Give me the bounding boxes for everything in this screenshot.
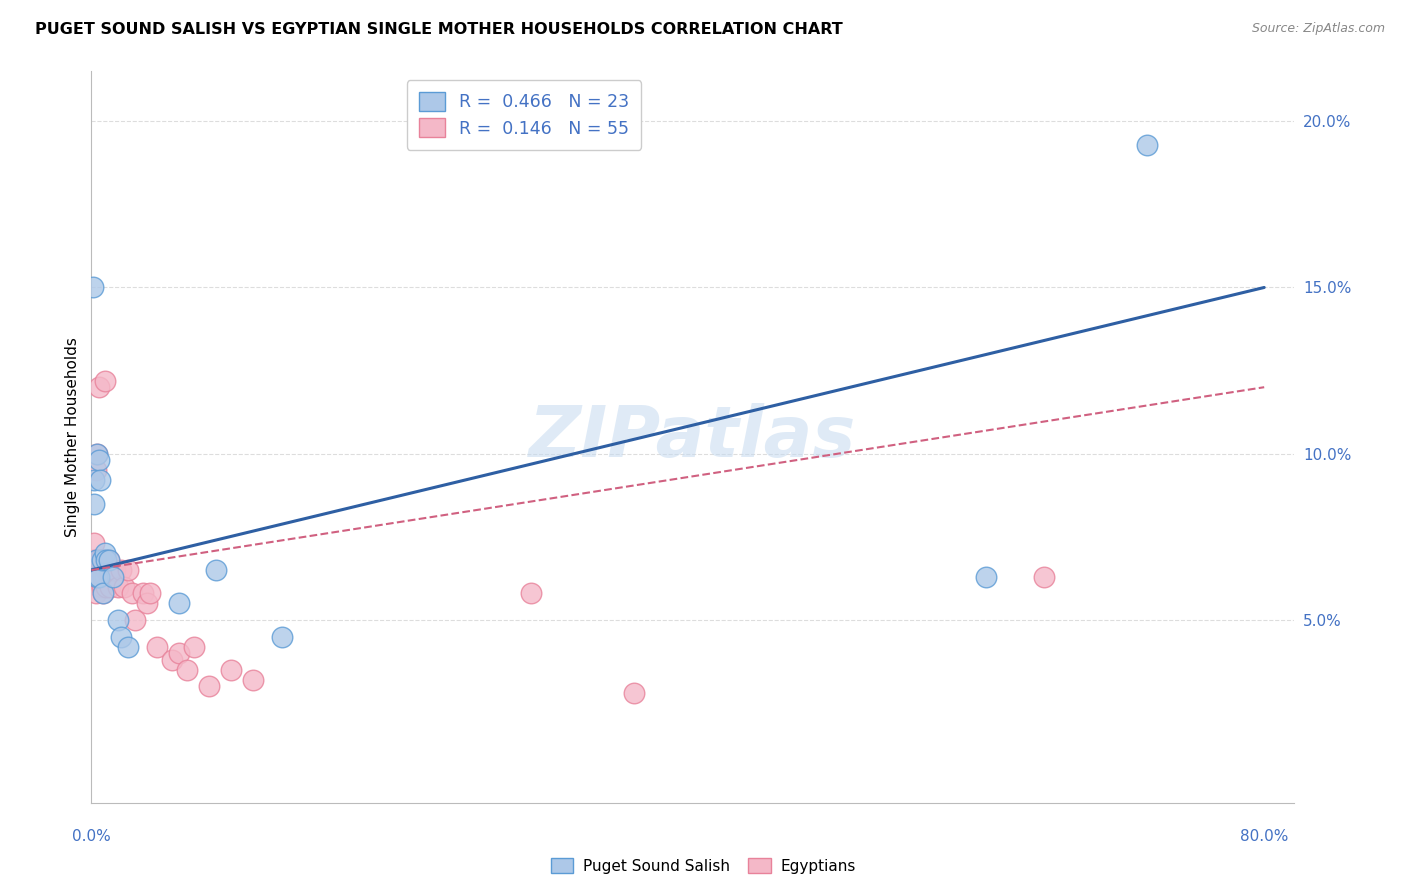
Point (84, 553, 107, 567)
Point (110, 563, 132, 577)
Point (103, 570, 125, 584)
Point (110, 630, 132, 644)
Point (84, 463, 107, 477)
Point (107, 613, 129, 627)
Point (86, 563, 108, 577)
Point (83, 570, 105, 584)
Legend: R =  0.466   N = 23, R =  0.146   N = 55: R = 0.466 N = 23, R = 0.146 N = 55 (406, 80, 641, 150)
Point (86, 570, 108, 584)
Point (1136, 137, 1159, 152)
Point (94, 563, 117, 577)
Point (90, 580, 112, 594)
Point (84, 563, 107, 577)
Text: PUGET SOUND SALISH VS EGYPTIAN SINGLE MOTHER HOUSEHOLDS CORRELATION CHART: PUGET SOUND SALISH VS EGYPTIAN SINGLE MO… (35, 22, 844, 37)
Point (197, 680, 219, 694)
Point (86, 447, 108, 461)
Point (86, 553, 108, 567)
Point (136, 596, 159, 610)
Point (93, 546, 115, 560)
Point (82, 570, 104, 584)
Point (83, 536, 105, 550)
Text: 0.0%: 0.0% (72, 830, 111, 845)
Point (107, 580, 129, 594)
Point (94, 553, 117, 567)
Point (520, 586, 543, 600)
Point (623, 686, 645, 700)
Text: 80.0%: 80.0% (1240, 830, 1288, 845)
Point (104, 563, 127, 577)
Point (93, 570, 115, 584)
Point (86, 570, 108, 584)
Point (91, 570, 114, 584)
Point (98, 553, 121, 567)
Point (96, 563, 118, 577)
Point (117, 640, 139, 654)
Point (87, 380, 110, 394)
Point (82, 553, 104, 567)
Point (146, 640, 169, 654)
Point (117, 563, 139, 577)
Point (100, 580, 122, 594)
Point (87, 453, 110, 467)
Point (83, 553, 105, 567)
Point (87, 553, 110, 567)
Point (91, 586, 114, 600)
Point (83, 473, 105, 487)
Point (139, 586, 162, 600)
Point (91, 553, 114, 567)
Point (124, 613, 146, 627)
Point (98, 553, 121, 567)
Point (219, 663, 242, 677)
Point (86, 447, 108, 461)
Point (93, 553, 115, 567)
Point (271, 630, 294, 644)
Point (91, 586, 114, 600)
Point (974, 570, 997, 584)
Point (89, 553, 111, 567)
Text: ZIPatlas: ZIPatlas (529, 402, 856, 472)
Point (84, 586, 107, 600)
Point (89, 570, 111, 584)
Point (131, 586, 153, 600)
Point (176, 663, 198, 677)
Point (90, 553, 112, 567)
Point (94, 580, 117, 594)
Point (169, 596, 191, 610)
Point (90, 563, 112, 577)
Point (87, 570, 110, 584)
Point (89, 473, 111, 487)
Y-axis label: Single Mother Households: Single Mother Households (65, 337, 80, 537)
Point (89, 563, 111, 577)
Point (183, 640, 205, 654)
Point (93, 374, 115, 388)
Point (1033, 570, 1056, 584)
Point (83, 497, 105, 511)
Legend: Puget Sound Salish, Egyptians: Puget Sound Salish, Egyptians (544, 852, 862, 880)
Point (82, 280, 104, 294)
Point (160, 653, 183, 667)
Point (101, 563, 124, 577)
Point (205, 563, 228, 577)
Point (242, 673, 264, 687)
Point (98, 563, 121, 577)
Point (169, 646, 191, 660)
Point (121, 586, 143, 600)
Point (112, 580, 135, 594)
Point (103, 563, 125, 577)
Text: Source: ZipAtlas.com: Source: ZipAtlas.com (1251, 22, 1385, 36)
Point (87, 563, 110, 577)
